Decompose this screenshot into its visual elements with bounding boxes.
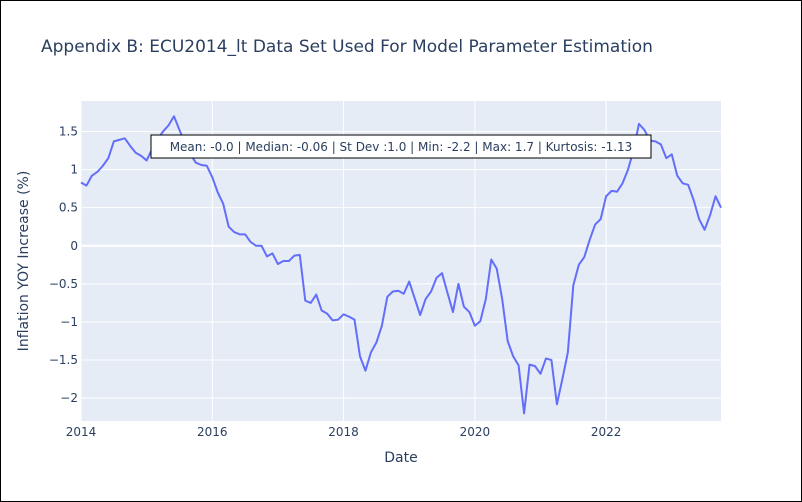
x-axis-title: Date — [384, 450, 417, 466]
y-axis-title: Inflation YOY Increase (%) — [16, 171, 32, 352]
chart-title: Appendix B: ECU2014_lt Data Set Used For… — [41, 37, 653, 57]
y-tick-label: −2 — [60, 391, 78, 405]
stats-annotation-box — [150, 134, 652, 159]
y-tick-label: 0 — [70, 239, 78, 253]
x-tick-label: 2020 — [460, 425, 491, 439]
y-gridlines — [81, 130, 721, 399]
y-tick-label: −0.5 — [49, 277, 78, 291]
y-tick-label: −1.5 — [49, 353, 78, 367]
stats-annotation: Mean: -0.0 | Median: -0.06 | St Dev :1.0… — [150, 134, 652, 159]
x-tick-label: 2016 — [197, 425, 228, 439]
x-tick-label: 2022 — [591, 425, 622, 439]
y-tick-label: 1 — [70, 163, 78, 177]
x-tick-label: 2014 — [66, 425, 97, 439]
stats-annotation-text: Mean: -0.0 | Median: -0.06 | St Dev :1.0… — [170, 140, 633, 154]
y-tick-label: 0.5 — [59, 201, 78, 215]
x-axis-ticks: 2014 2016 2018 2020 2022 — [66, 425, 622, 439]
y-axis-ticks: 1.5 1 0.5 0 −0.5 −1 −1.5 −2 — [49, 124, 78, 405]
y-tick-label: 1.5 — [59, 124, 78, 138]
y-tick-label: −1 — [60, 315, 78, 329]
x-tick-label: 2018 — [328, 425, 359, 439]
